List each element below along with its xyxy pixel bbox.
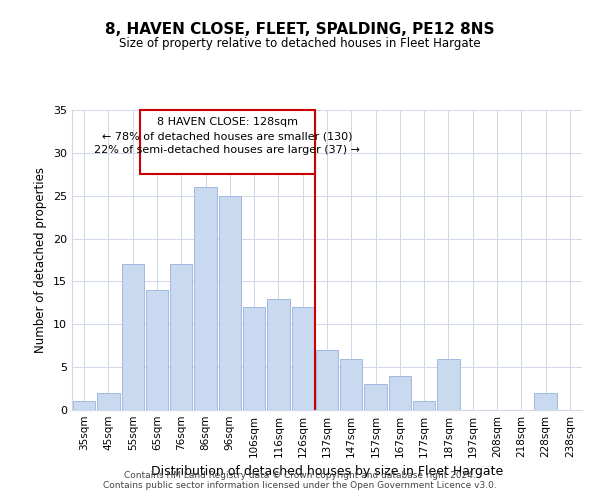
Bar bbox=[267, 298, 290, 410]
Text: Size of property relative to detached houses in Fleet Hargate: Size of property relative to detached ho… bbox=[119, 38, 481, 51]
Bar bbox=[146, 290, 168, 410]
Bar bbox=[243, 307, 265, 410]
Bar bbox=[340, 358, 362, 410]
Bar bbox=[194, 187, 217, 410]
Bar bbox=[437, 358, 460, 410]
X-axis label: Distribution of detached houses by size in Fleet Hargate: Distribution of detached houses by size … bbox=[151, 466, 503, 478]
Bar bbox=[73, 402, 95, 410]
Bar bbox=[389, 376, 411, 410]
Text: ← 78% of detached houses are smaller (130): ← 78% of detached houses are smaller (13… bbox=[102, 132, 353, 141]
Bar bbox=[170, 264, 193, 410]
Bar bbox=[316, 350, 338, 410]
Bar bbox=[364, 384, 387, 410]
Bar bbox=[292, 307, 314, 410]
FancyBboxPatch shape bbox=[140, 110, 315, 174]
Bar bbox=[218, 196, 241, 410]
Text: Contains HM Land Registry data © Crown copyright and database right 2024.
Contai: Contains HM Land Registry data © Crown c… bbox=[103, 470, 497, 490]
Bar bbox=[122, 264, 144, 410]
Text: 8 HAVEN CLOSE: 128sqm: 8 HAVEN CLOSE: 128sqm bbox=[157, 117, 298, 127]
Bar bbox=[413, 402, 436, 410]
Text: 8, HAVEN CLOSE, FLEET, SPALDING, PE12 8NS: 8, HAVEN CLOSE, FLEET, SPALDING, PE12 8N… bbox=[105, 22, 495, 38]
Bar bbox=[535, 393, 557, 410]
Bar bbox=[97, 393, 119, 410]
Text: 22% of semi-detached houses are larger (37) →: 22% of semi-detached houses are larger (… bbox=[94, 145, 361, 155]
Y-axis label: Number of detached properties: Number of detached properties bbox=[34, 167, 47, 353]
